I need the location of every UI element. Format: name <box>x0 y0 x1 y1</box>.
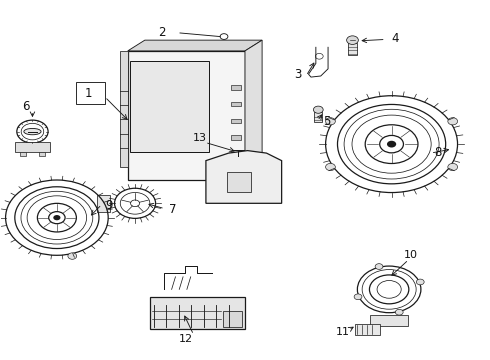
Circle shape <box>53 215 60 220</box>
Bar <box>347 42 357 55</box>
Circle shape <box>314 106 323 113</box>
Bar <box>128 51 245 180</box>
Circle shape <box>416 279 424 285</box>
Bar <box>130 61 209 152</box>
Polygon shape <box>128 40 262 51</box>
Bar <box>15 142 49 152</box>
Polygon shape <box>121 51 128 167</box>
Ellipse shape <box>24 129 41 135</box>
Text: 11: 11 <box>336 327 350 337</box>
Text: 6: 6 <box>23 100 30 113</box>
Text: 5: 5 <box>323 116 331 129</box>
Circle shape <box>387 141 396 148</box>
Bar <box>370 315 408 325</box>
Text: 13: 13 <box>193 133 207 143</box>
Circle shape <box>448 163 458 171</box>
Bar <box>39 152 45 156</box>
Text: 2: 2 <box>158 26 166 39</box>
Text: 3: 3 <box>294 68 301 81</box>
Bar <box>150 297 245 329</box>
Circle shape <box>68 253 76 259</box>
Bar <box>20 152 26 156</box>
Text: 8: 8 <box>434 145 441 158</box>
Circle shape <box>448 118 458 125</box>
Circle shape <box>375 264 383 269</box>
Text: 10: 10 <box>404 249 418 260</box>
Bar <box>231 118 241 123</box>
Bar <box>231 102 241 107</box>
Bar <box>231 152 241 157</box>
Text: 4: 4 <box>392 32 399 45</box>
Circle shape <box>217 159 233 170</box>
Bar <box>315 112 322 122</box>
Polygon shape <box>206 150 282 203</box>
Bar <box>76 82 105 104</box>
Circle shape <box>395 309 403 315</box>
Bar <box>231 85 241 90</box>
Bar <box>231 135 241 140</box>
Text: 1: 1 <box>85 87 92 100</box>
Text: 9: 9 <box>105 199 113 212</box>
Bar <box>97 195 110 212</box>
Circle shape <box>346 36 358 44</box>
Circle shape <box>325 118 335 125</box>
Circle shape <box>325 163 335 171</box>
Bar <box>223 311 242 327</box>
Bar <box>355 324 380 335</box>
Text: 7: 7 <box>169 203 176 216</box>
Bar <box>227 172 251 192</box>
Circle shape <box>354 294 362 300</box>
Polygon shape <box>245 40 262 180</box>
Text: 12: 12 <box>179 333 194 343</box>
